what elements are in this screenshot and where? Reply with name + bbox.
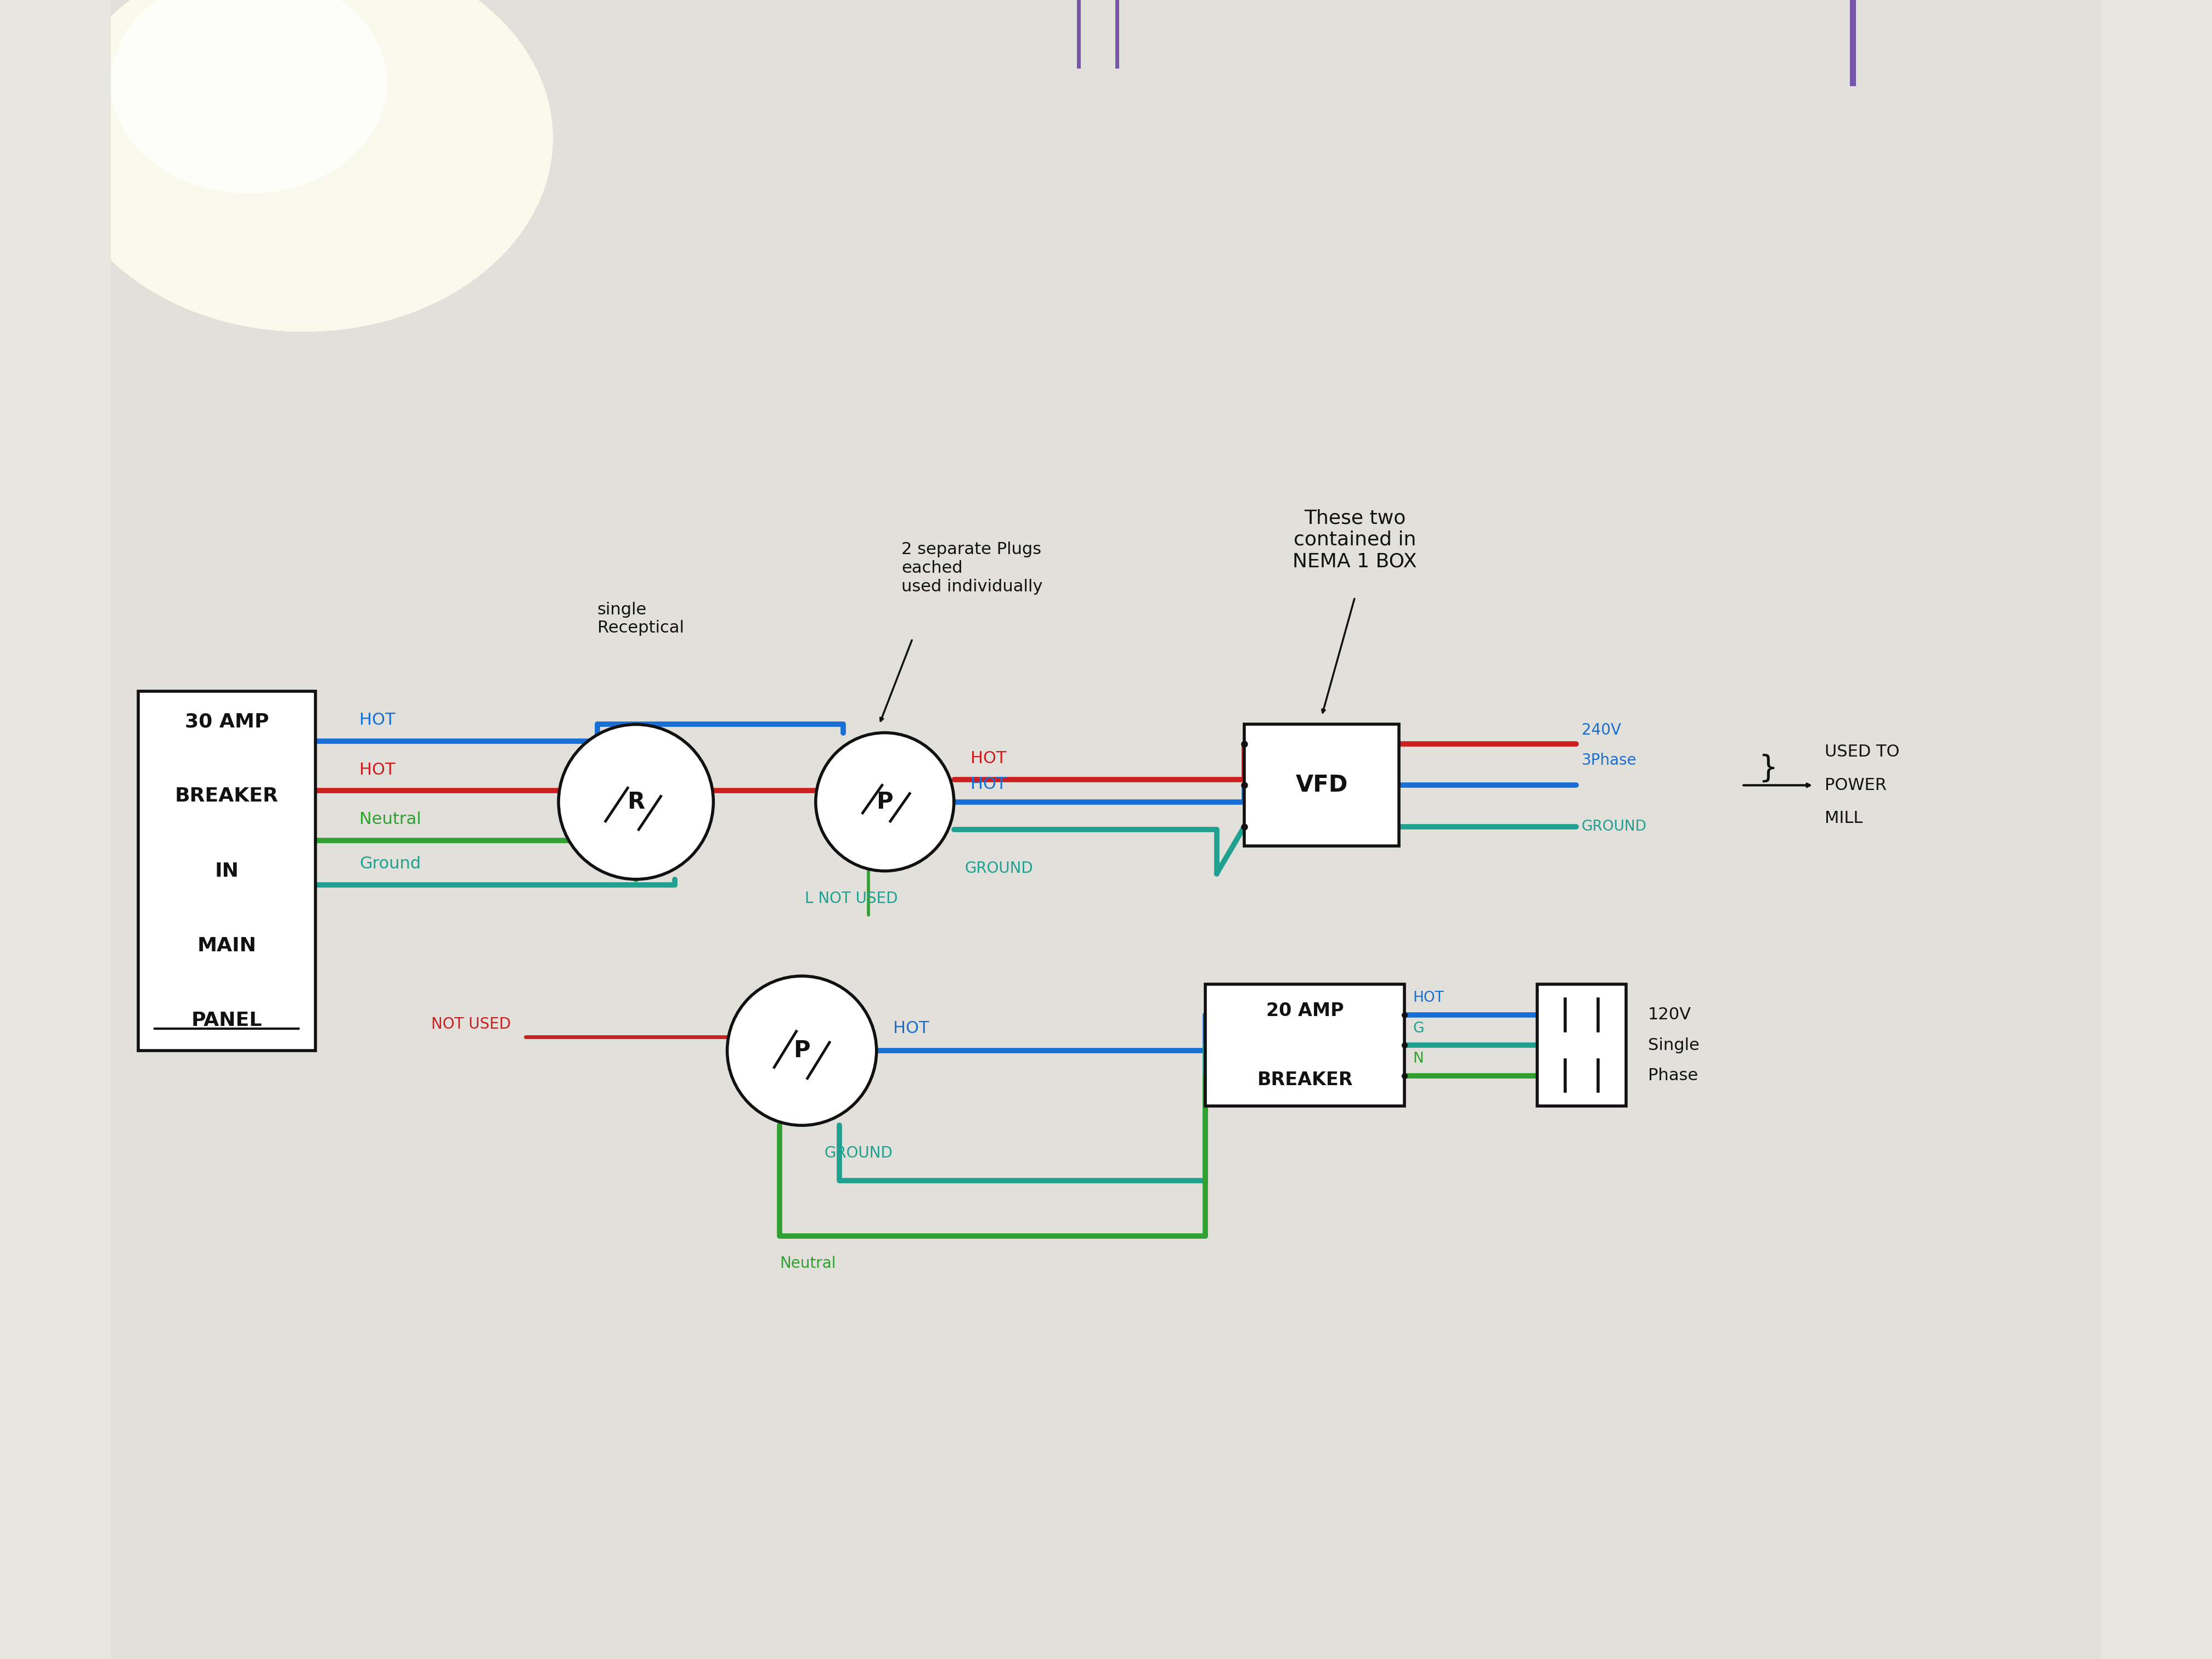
Text: HOT: HOT bbox=[1413, 990, 1444, 1005]
Text: HOT: HOT bbox=[971, 776, 1006, 791]
Text: MILL: MILL bbox=[1825, 811, 1863, 826]
Circle shape bbox=[557, 725, 712, 879]
Text: Phase: Phase bbox=[1648, 1068, 1699, 1083]
FancyBboxPatch shape bbox=[1537, 984, 1626, 1107]
Text: PANEL: PANEL bbox=[190, 1012, 263, 1030]
Text: 240V: 240V bbox=[1582, 722, 1621, 738]
Text: 120V: 120V bbox=[1648, 1007, 1692, 1022]
Text: HOT: HOT bbox=[358, 761, 396, 778]
Text: USED TO: USED TO bbox=[1825, 745, 1900, 760]
FancyBboxPatch shape bbox=[1243, 725, 1398, 846]
Text: 2 separate Plugs
eached
used individually: 2 separate Plugs eached used individuall… bbox=[900, 542, 1042, 594]
Text: BREAKER: BREAKER bbox=[1256, 1070, 1354, 1088]
Text: IN: IN bbox=[215, 861, 239, 881]
Text: P: P bbox=[876, 790, 894, 813]
Text: GROUND: GROUND bbox=[1582, 820, 1646, 834]
Text: N: N bbox=[1413, 1052, 1425, 1067]
Text: VFD: VFD bbox=[1296, 773, 1347, 796]
Text: Ground: Ground bbox=[358, 856, 420, 871]
Circle shape bbox=[728, 975, 876, 1125]
Text: }: } bbox=[1759, 753, 1778, 783]
Ellipse shape bbox=[111, 0, 387, 194]
FancyBboxPatch shape bbox=[1206, 984, 1405, 1107]
Text: 30 AMP: 30 AMP bbox=[184, 712, 270, 730]
Text: Single: Single bbox=[1648, 1037, 1699, 1053]
Text: NOT USED: NOT USED bbox=[431, 1017, 511, 1032]
Ellipse shape bbox=[55, 0, 553, 332]
Text: 3Phase: 3Phase bbox=[1582, 753, 1637, 768]
Text: BREAKER: BREAKER bbox=[175, 786, 279, 806]
Text: HOT: HOT bbox=[358, 712, 396, 728]
Text: G: G bbox=[1413, 1022, 1425, 1035]
Text: P: P bbox=[794, 1039, 810, 1062]
Text: Neutral: Neutral bbox=[358, 811, 420, 828]
Text: GROUND: GROUND bbox=[964, 861, 1033, 876]
Text: These two
contained in
NEMA 1 BOX: These two contained in NEMA 1 BOX bbox=[1292, 509, 1418, 571]
Text: L NOT USED: L NOT USED bbox=[805, 891, 898, 906]
Text: POWER: POWER bbox=[1825, 778, 1887, 793]
Text: single
Receptical: single Receptical bbox=[597, 602, 684, 635]
Text: 20 AMP: 20 AMP bbox=[1265, 1002, 1345, 1020]
Text: Neutral: Neutral bbox=[779, 1256, 836, 1271]
Text: HOT: HOT bbox=[971, 752, 1006, 766]
FancyBboxPatch shape bbox=[139, 692, 316, 1050]
Text: HOT: HOT bbox=[894, 1020, 929, 1037]
Text: GROUND: GROUND bbox=[825, 1145, 894, 1161]
Text: R: R bbox=[628, 790, 644, 813]
Circle shape bbox=[816, 733, 953, 871]
Text: MAIN: MAIN bbox=[197, 936, 257, 956]
